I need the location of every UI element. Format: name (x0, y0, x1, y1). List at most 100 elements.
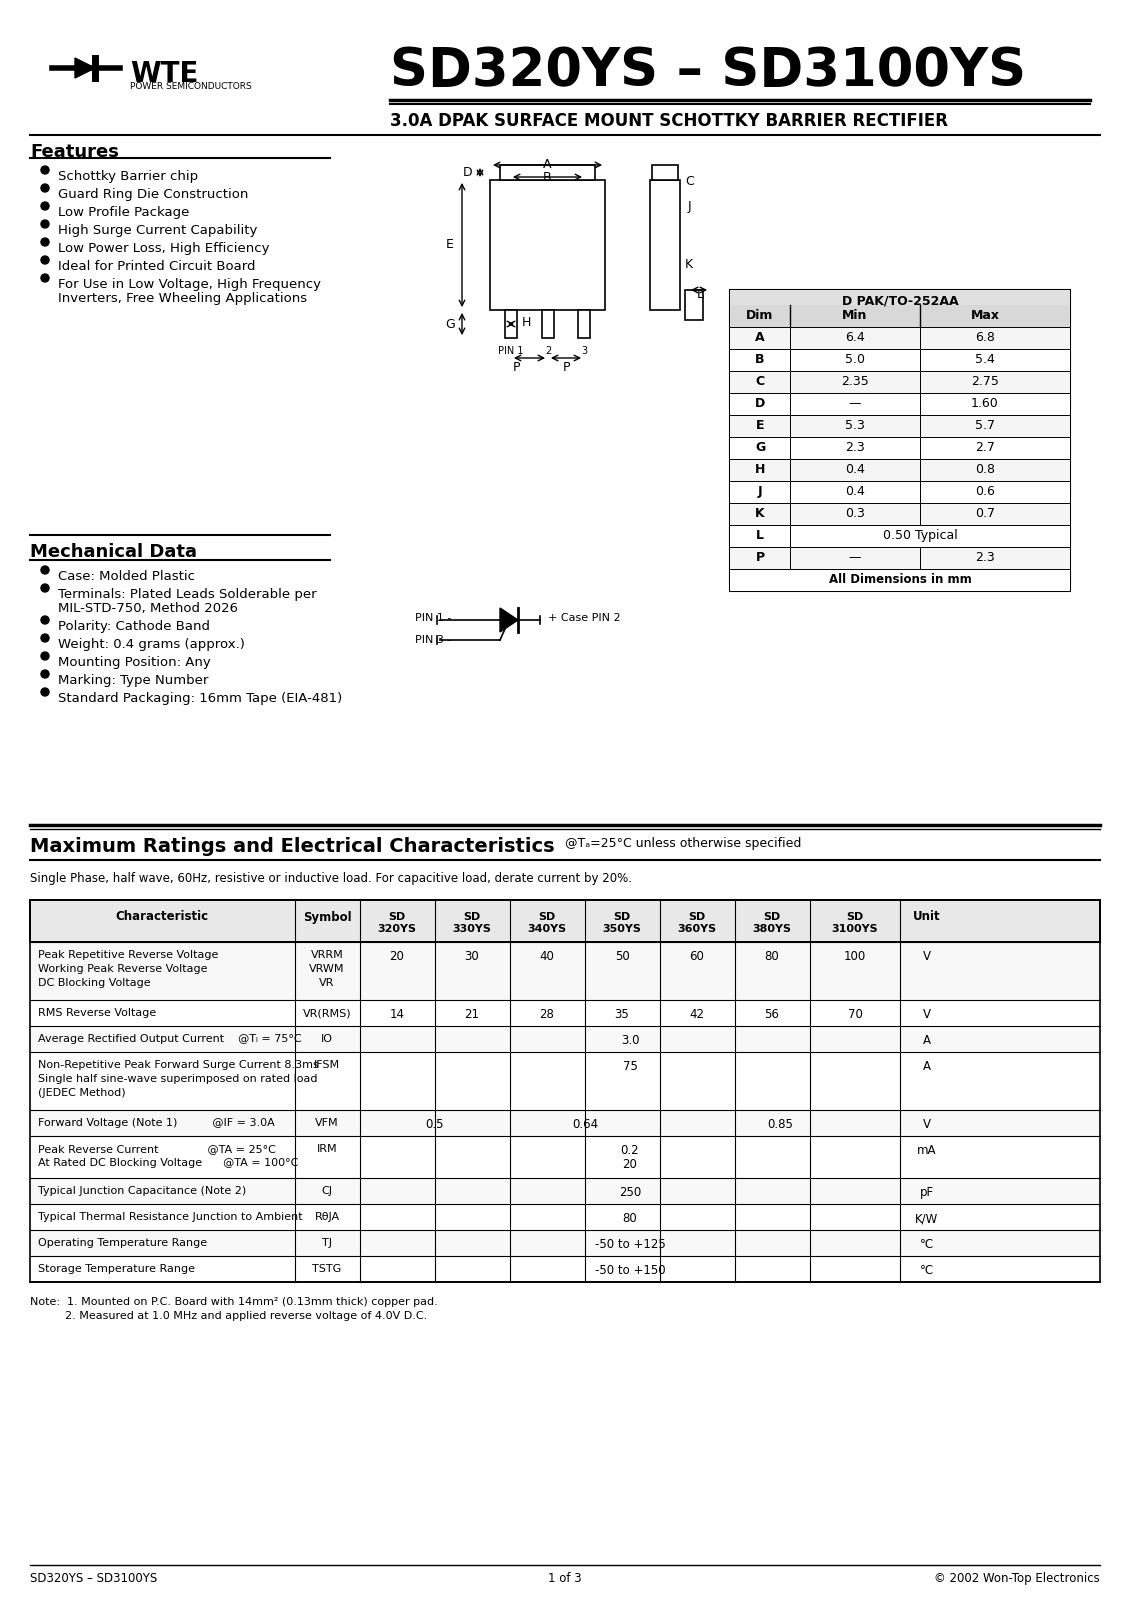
Text: H: H (754, 462, 766, 477)
Circle shape (41, 219, 49, 227)
Text: For Use in Low Voltage, High Frequency: For Use in Low Voltage, High Frequency (58, 278, 321, 291)
Text: 0.7: 0.7 (975, 507, 995, 520)
Text: A: A (756, 331, 765, 344)
Bar (490, 179, 605, 310)
Text: Weight: 0.4 grams (approx.): Weight: 0.4 grams (approx.) (58, 638, 245, 651)
Text: 70: 70 (847, 1008, 863, 1021)
Text: mA: mA (917, 1144, 936, 1157)
Circle shape (41, 653, 49, 659)
Text: A: A (923, 1059, 931, 1074)
Circle shape (41, 584, 49, 592)
Text: -50 to +125: -50 to +125 (595, 1238, 665, 1251)
Text: 2.7: 2.7 (975, 442, 995, 454)
Text: Single half sine-wave superimposed on rated load: Single half sine-wave superimposed on ra… (38, 1074, 318, 1085)
Text: SD: SD (388, 912, 406, 922)
Text: Polarity: Cathode Band: Polarity: Cathode Band (58, 619, 210, 634)
Text: 2.35: 2.35 (841, 374, 869, 387)
Bar (578, 310, 590, 338)
Text: 0.50 Typical: 0.50 Typical (882, 530, 957, 542)
Text: B: B (756, 354, 765, 366)
Bar (729, 525, 1070, 547)
Text: L: L (756, 530, 765, 542)
Text: 2. Measured at 1.0 MHz and applied reverse voltage of 4.0V D.C.: 2. Measured at 1.0 MHz and applied rever… (31, 1310, 428, 1322)
Text: 80: 80 (765, 950, 779, 963)
Text: °C: °C (920, 1238, 934, 1251)
Bar (31, 1136, 1100, 1178)
Bar (729, 482, 1070, 502)
Circle shape (41, 566, 49, 574)
Text: 0.64: 0.64 (572, 1118, 598, 1131)
Text: Unit: Unit (913, 910, 941, 923)
Circle shape (41, 670, 49, 678)
Bar (31, 1053, 1100, 1110)
Text: TJ: TJ (322, 1238, 333, 1248)
Bar (542, 310, 554, 338)
Text: D: D (464, 165, 473, 179)
Text: E: E (446, 238, 454, 251)
Text: 5.3: 5.3 (845, 419, 865, 432)
Text: 21: 21 (465, 1008, 480, 1021)
Text: K/W: K/W (915, 1213, 939, 1226)
Bar (31, 899, 1100, 1282)
Bar (729, 547, 1070, 570)
Text: 2.3: 2.3 (845, 442, 865, 454)
Bar (31, 1178, 1100, 1203)
Text: 60: 60 (690, 950, 705, 963)
Text: Forward Voltage (Note 1)          @IF = 3.0A: Forward Voltage (Note 1) @IF = 3.0A (38, 1118, 275, 1128)
Text: 350YS: 350YS (603, 925, 641, 934)
Text: POWER SEMICONDUCTORS: POWER SEMICONDUCTORS (130, 82, 252, 91)
Bar (729, 371, 1070, 394)
Text: 250: 250 (619, 1186, 641, 1198)
Text: K: K (685, 259, 693, 272)
Text: 6.8: 6.8 (975, 331, 995, 344)
Text: H: H (523, 315, 532, 328)
Text: 360YS: 360YS (677, 925, 717, 934)
Text: SD320YS – SD3100YS: SD320YS – SD3100YS (390, 45, 1026, 98)
Bar (729, 502, 1070, 525)
Bar (500, 165, 595, 179)
Text: —: — (848, 397, 861, 410)
Text: 42: 42 (690, 1008, 705, 1021)
Text: 56: 56 (765, 1008, 779, 1021)
Text: VRRM: VRRM (311, 950, 344, 960)
Text: 1 of 3: 1 of 3 (549, 1571, 581, 1586)
Text: 100: 100 (844, 950, 866, 963)
Text: 30: 30 (465, 950, 480, 963)
Bar (651, 165, 677, 179)
Circle shape (41, 184, 49, 192)
Text: 5.0: 5.0 (845, 354, 865, 366)
Bar (31, 1026, 1100, 1053)
Text: P: P (512, 362, 520, 374)
Text: 3.0A DPAK SURFACE MOUNT SCHOTTKY BARRIER RECTIFIER: 3.0A DPAK SURFACE MOUNT SCHOTTKY BARRIER… (390, 112, 948, 130)
Text: + Case PIN 2: + Case PIN 2 (549, 613, 621, 622)
Text: VR(RMS): VR(RMS) (303, 1008, 352, 1018)
Bar (729, 414, 1070, 437)
Text: 0.2: 0.2 (621, 1144, 639, 1157)
Text: °C: °C (920, 1264, 934, 1277)
Circle shape (41, 256, 49, 264)
Text: 1.60: 1.60 (972, 397, 999, 410)
Text: Max: Max (970, 309, 1000, 322)
Bar (31, 942, 1100, 1000)
Text: Marking: Type Number: Marking: Type Number (58, 674, 208, 686)
Text: Dim: Dim (746, 309, 774, 322)
Text: CJ: CJ (321, 1186, 333, 1197)
Text: 14: 14 (389, 1008, 405, 1021)
Text: Average Rectified Output Current    @Tₗ = 75°C: Average Rectified Output Current @Tₗ = 7… (38, 1034, 302, 1043)
Text: IO: IO (321, 1034, 333, 1043)
Text: Non-Repetitive Peak Forward Surge Current 8.3ms: Non-Repetitive Peak Forward Surge Curren… (38, 1059, 319, 1070)
Text: Low Profile Package: Low Profile Package (58, 206, 189, 219)
Circle shape (41, 688, 49, 696)
Text: Typical Junction Capacitance (Note 2): Typical Junction Capacitance (Note 2) (38, 1186, 247, 1197)
Text: A: A (543, 158, 551, 171)
Bar (31, 1203, 1100, 1230)
Text: Min: Min (843, 309, 867, 322)
Bar (31, 1110, 1100, 1136)
Text: —: — (848, 550, 861, 565)
Text: SD: SD (763, 912, 780, 922)
Text: 0.4: 0.4 (845, 485, 865, 498)
Text: Mechanical Data: Mechanical Data (31, 542, 197, 562)
Text: RθJA: RθJA (314, 1213, 339, 1222)
Text: J: J (758, 485, 762, 498)
Text: TSTG: TSTG (312, 1264, 342, 1274)
